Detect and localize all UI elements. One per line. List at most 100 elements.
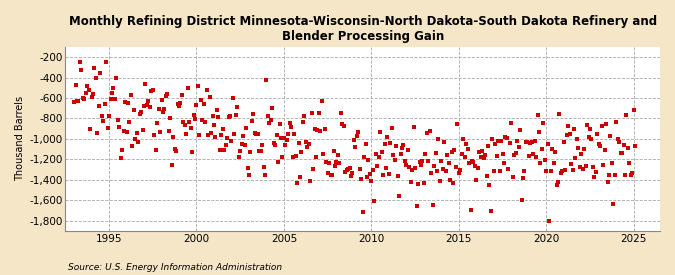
Point [198,102,209,106]
Point [373,155,384,160]
Point [347,170,358,175]
Point [226,139,237,144]
Point [464,161,475,165]
Point [490,142,501,147]
Point [599,148,610,152]
Point [591,170,601,174]
Point [364,171,375,176]
Point [255,149,266,153]
Point [608,202,619,206]
Point [607,161,618,165]
Point [230,112,241,117]
Point [289,132,300,136]
Point [138,104,149,109]
Point [601,122,612,126]
Point [219,148,230,152]
Point [516,198,527,202]
Point [404,165,414,170]
Point [378,173,389,177]
Point [450,164,461,169]
Point [362,175,373,179]
Point [523,154,534,159]
Point [331,160,342,165]
Point [595,144,605,148]
Point [504,141,515,145]
Point [190,117,200,121]
Point [417,158,428,163]
Point [462,147,473,151]
Text: Source: U.S. Energy Information Administration: Source: U.S. Energy Information Administ… [68,263,281,272]
Point [605,134,616,138]
Point [580,164,591,168]
Point [472,166,483,170]
Point [452,122,463,126]
Point [327,172,338,177]
Point [577,167,588,172]
Point [497,152,508,156]
Point [177,92,188,97]
Point [69,100,80,104]
Point [200,119,211,124]
Point [267,106,277,110]
Point [324,161,335,166]
Y-axis label: Thousand Barrels: Thousand Barrels [15,96,25,182]
Point [101,60,111,64]
Point [165,116,176,120]
Point [73,99,84,103]
Point [242,166,253,170]
Point [493,139,504,143]
Point [480,153,491,157]
Point [538,120,549,125]
Point [583,134,594,139]
Point [333,153,344,157]
Point [115,156,126,160]
Point [296,149,307,154]
Point [389,158,400,162]
Point [97,114,107,118]
Point [411,204,422,209]
Point [553,180,564,184]
Point [146,89,157,94]
Point [418,181,429,185]
Point [260,172,271,177]
Point [227,95,238,100]
Point [315,129,326,133]
Point [508,174,518,179]
Point [156,98,167,102]
Point [430,150,441,155]
Point [586,137,597,141]
Point [92,130,103,135]
Point [375,130,385,134]
Point [197,118,208,122]
Point [518,176,529,181]
Point [201,87,212,92]
Point [371,152,381,156]
Point [95,70,106,75]
Point [313,111,324,115]
Point [249,131,260,135]
Point [372,164,383,168]
Point [130,137,140,141]
Point [506,120,517,125]
Point [221,136,232,141]
Point [299,114,310,118]
Point [513,145,524,149]
Point [544,218,555,223]
Point [420,152,431,156]
Point [211,108,222,112]
Point [80,91,91,95]
Point [137,128,148,132]
Point [478,156,489,160]
Point [239,143,250,147]
Point [263,114,273,118]
Point [338,124,349,128]
Point [308,166,319,171]
Point [610,172,620,177]
Point [624,161,634,165]
Point [394,194,404,198]
Point [537,147,547,152]
Point [431,169,442,174]
Point [354,166,365,171]
Point [202,133,213,137]
Point [395,152,406,156]
